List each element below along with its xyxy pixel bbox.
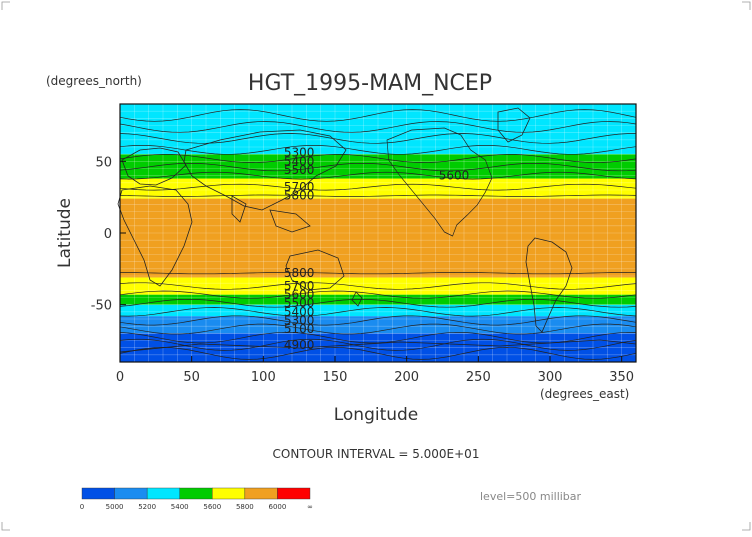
colorbar-tick-label: 5400	[171, 503, 189, 511]
contour-lines	[119, 109, 637, 360]
contour-interval-text: CONTOUR INTERVAL = 5.000E+01	[273, 447, 480, 461]
contour-label: 5600	[439, 169, 470, 183]
y-tick-label: -50	[91, 299, 112, 314]
contour-label: 5800	[284, 266, 315, 280]
contour-line	[119, 323, 637, 335]
colorbar-tick-label: ∞	[307, 503, 313, 511]
colorbar-tick-label: 5200	[138, 503, 156, 511]
colorbar-tick-label: 0	[80, 503, 84, 511]
contour-label: 5700	[284, 180, 315, 194]
contour-line	[119, 347, 637, 360]
contour-label: 5700	[284, 279, 315, 293]
colorbar: 0 5000 5200 5400 5600 5800 6000 ∞	[80, 487, 313, 511]
contour-label: 4900	[284, 338, 315, 352]
contour-line	[119, 272, 636, 275]
x-tick-label: 100	[251, 370, 276, 385]
contour-line	[119, 121, 637, 133]
band-5	[120, 198, 636, 278]
colorbar-tick-label: 5000	[106, 503, 124, 511]
contour-label: 5600	[284, 288, 315, 302]
y-axis-label: Latitude	[55, 198, 75, 268]
contour-label: 5500	[284, 296, 315, 310]
y-tick-label: 0	[104, 227, 112, 242]
contour-label: 5300	[284, 146, 315, 160]
colorbar-swatch	[81, 487, 115, 500]
coastlines	[117, 107, 637, 353]
band-4	[120, 277, 636, 295]
contour-label: 5800	[284, 189, 315, 203]
y-tick-label: 50	[95, 155, 112, 170]
x-tick-labels: 0 50 100 150 200 250 300 350	[116, 356, 634, 385]
band-layer	[120, 104, 636, 362]
x-tick-label: 200	[394, 370, 419, 385]
colorbar-swatch	[179, 487, 213, 500]
chart-title: HGT_1995-MAM_NCEP	[248, 71, 492, 96]
contour-line	[119, 194, 637, 197]
colorbar-swatch	[114, 487, 148, 500]
contour-line	[119, 154, 637, 163]
contour-line	[119, 307, 637, 317]
colorbar-swatch	[244, 487, 278, 500]
contour-line	[119, 315, 637, 326]
x-tick-label: 250	[466, 370, 491, 385]
contour-label: 5400	[284, 305, 315, 319]
colorbar-swatch	[146, 487, 180, 500]
x-tick-label: 0	[116, 370, 124, 385]
contour-line	[119, 282, 637, 290]
contour-label: 5300	[284, 313, 315, 327]
x-tick-label: 300	[538, 370, 563, 385]
contour-line	[119, 290, 637, 299]
contour-label: 5400	[284, 154, 315, 168]
band-8	[120, 104, 636, 155]
y-axis-units: (degrees_north)	[46, 74, 142, 88]
contour-label: 5100	[284, 322, 315, 336]
x-tick-label: 350	[609, 370, 634, 385]
colorbar-tick-label: 6000	[269, 503, 287, 511]
contour-line	[119, 145, 637, 155]
colorbar-tick-label: 5800	[236, 503, 254, 511]
colorbar-swatch	[277, 487, 311, 500]
contour-line	[119, 162, 637, 172]
contour-line	[119, 109, 637, 122]
contour-line	[119, 338, 637, 351]
contour-line	[119, 171, 637, 180]
colorbar-swatch	[212, 487, 246, 500]
band-1	[120, 316, 636, 334]
x-axis-units: (degrees_east)	[540, 387, 629, 401]
band-6	[120, 178, 636, 199]
colorbar-tick-label: 5600	[203, 503, 221, 511]
level-text: level=500 millibar	[480, 490, 582, 503]
contour-line	[119, 298, 637, 308]
x-axis-label: Longitude	[334, 405, 419, 425]
contour-label: 5500	[284, 163, 315, 177]
x-tick-label: 50	[183, 370, 200, 385]
band-2	[120, 304, 636, 317]
y-tick-labels: 50 0 -50	[91, 155, 126, 314]
contour-line	[119, 133, 637, 144]
x-tick-label: 150	[323, 370, 348, 385]
